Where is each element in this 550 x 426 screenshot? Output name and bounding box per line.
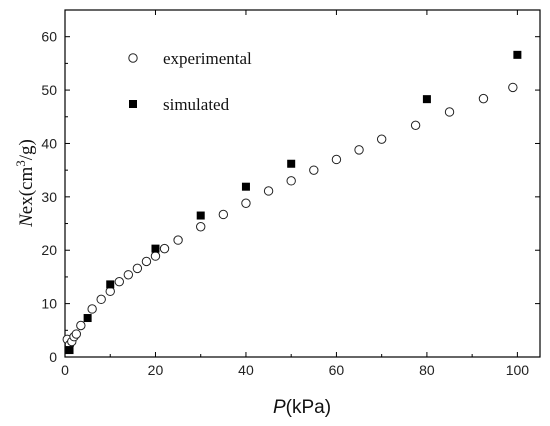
data-point-experimental bbox=[309, 165, 319, 175]
x-tick-label: 20 bbox=[148, 362, 164, 378]
data-point-simulated bbox=[65, 346, 74, 355]
data-point-experimental bbox=[331, 154, 342, 165]
x-tick-label: 40 bbox=[238, 362, 254, 378]
data-point-simulated bbox=[151, 244, 160, 253]
y-tick-label: 20 bbox=[41, 242, 57, 258]
data-point-experimental bbox=[132, 263, 143, 274]
data-point-experimental bbox=[141, 256, 152, 267]
data-point-experimental bbox=[87, 304, 97, 314]
data-point-simulated bbox=[106, 280, 115, 289]
data-point-experimental bbox=[410, 120, 421, 131]
data-point-experimental bbox=[76, 320, 86, 331]
plot-frame bbox=[64, 9, 541, 358]
data-point-simulated bbox=[287, 159, 296, 168]
legend-marker-simulated bbox=[129, 100, 137, 108]
data-point-simulated bbox=[422, 95, 431, 104]
data-point-simulated bbox=[196, 211, 205, 220]
legend: experimental simulated bbox=[128, 49, 252, 114]
data-point-experimental bbox=[173, 235, 183, 245]
x-axis-label: P(kPa) bbox=[273, 397, 331, 418]
data-point-experimental bbox=[123, 270, 134, 280]
data-point-experimental bbox=[478, 93, 489, 104]
y-axis-label: Nex(cm3/g) bbox=[13, 139, 37, 228]
data-point-simulated bbox=[241, 182, 250, 191]
data-point-experimental bbox=[196, 222, 206, 232]
data-point-experimental bbox=[159, 243, 170, 254]
data-point-simulated bbox=[83, 314, 92, 323]
data-point-experimental bbox=[263, 186, 274, 196]
data-point-experimental bbox=[241, 198, 251, 208]
legend-marker-experimental bbox=[128, 53, 138, 63]
data-point-experimental bbox=[218, 209, 229, 220]
data-point-experimental bbox=[508, 82, 518, 93]
y-tick-label: 0 bbox=[49, 349, 57, 365]
y-tick-label: 10 bbox=[41, 296, 57, 312]
data-point-experimental bbox=[71, 329, 82, 339]
x-tick-label: 80 bbox=[419, 362, 435, 378]
legend-label-experimental: experimental bbox=[163, 49, 252, 68]
x-tick-label: 0 bbox=[61, 362, 69, 378]
y-tick-label: 50 bbox=[41, 82, 57, 98]
data-point-experimental bbox=[150, 251, 161, 261]
legend-label-simulated: simulated bbox=[163, 95, 230, 114]
data-point-experimental bbox=[444, 107, 455, 117]
y-tick-label: 60 bbox=[41, 29, 57, 45]
data-point-experimental bbox=[376, 134, 387, 144]
x-tick-label: 100 bbox=[506, 362, 530, 378]
y-tick-label: 40 bbox=[41, 135, 57, 151]
data-marks bbox=[62, 50, 522, 355]
axis-ticks: 0 20 40 60 80 100 0 10 20 30 40 50 60 bbox=[41, 10, 540, 378]
y-tick-label: 30 bbox=[41, 189, 57, 205]
data-point-experimental bbox=[354, 145, 364, 155]
data-point-experimental bbox=[114, 277, 124, 287]
data-point-experimental bbox=[286, 176, 296, 186]
data-point-experimental bbox=[96, 294, 106, 305]
x-tick-label: 60 bbox=[329, 362, 345, 378]
data-point-simulated bbox=[513, 50, 522, 59]
